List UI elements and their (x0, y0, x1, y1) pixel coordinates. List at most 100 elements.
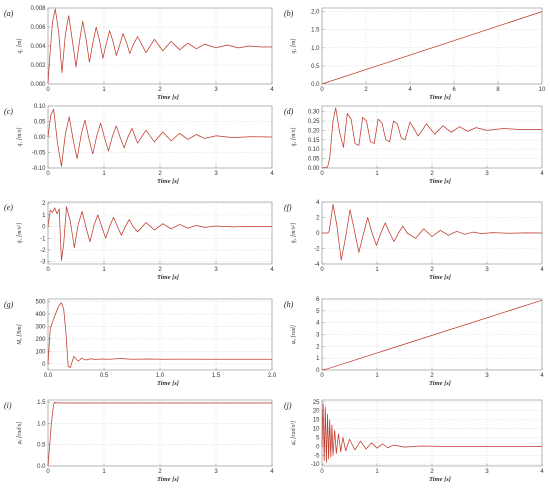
panel-8: 0 1 2 3 4 0 1 2 3 4 5 6 (h) Time [s] φₐ [rad] (284, 297, 544, 387)
x-axis-label: Time [s] (157, 476, 179, 483)
y-tick-label: 25 (313, 400, 320, 406)
x-tick-label: 0 (320, 171, 324, 177)
x-tick-label: 2 (430, 469, 434, 475)
x-tick-label: 1 (102, 469, 106, 475)
panel-label: (h) (284, 300, 294, 309)
y-tick-label: 15 (313, 418, 320, 424)
y-tick-label: 0.05 (308, 157, 320, 163)
x-tick-label: 3 (214, 267, 218, 273)
x-tick-label: 4 (540, 267, 544, 273)
series-line (47, 302, 272, 368)
y-tick-label: 200 (35, 337, 46, 343)
x-tick-label: 0.5 (100, 373, 109, 379)
panel-3: 0 1 2 3 4 -0.10 -0.05 0.00 0.05 0.10 (c) Time [s] q̇… (4, 104, 274, 185)
plot-frame (321, 7, 543, 85)
x-tick-label: 0 (320, 267, 324, 273)
y-tick-label: 2 (42, 201, 46, 207)
x-tick-label: 0 (320, 469, 324, 475)
y-tick-label: 0.0 (311, 82, 320, 88)
x-tick-label: 3 (214, 171, 218, 177)
y-axis-label: q̇₂ [m/s] (291, 128, 297, 147)
y-tick-label: -2 (40, 248, 46, 254)
x-tick-label: 1.0 (156, 373, 165, 379)
series-line (47, 8, 272, 84)
series-line (321, 107, 542, 169)
x-tick-label: 10 (539, 87, 546, 93)
x-tick-label: 2 (158, 171, 162, 177)
x-tick-label: 1 (102, 87, 106, 93)
x-tick-label: 6 (452, 87, 456, 93)
y-tick-label: 0.5 (311, 64, 320, 70)
x-tick-label: 3 (214, 469, 218, 475)
x-tick-label: 4 (540, 171, 544, 177)
series-line (321, 11, 543, 85)
x-tick-label: 0 (320, 87, 324, 93)
y-tick-label: 5 (316, 435, 320, 441)
y-tick-label: 6 (316, 297, 320, 303)
y-tick-label: 0.25 (308, 119, 320, 125)
panel-5: 0 1 2 3 4 -3 -2 -1 0 1 2 (e) Time [s] q̈₁ [m/s²] (4, 201, 274, 281)
series-line (321, 299, 543, 371)
panel-2: 0 2 4 6 8 10 0.0 0.5 1.0 1.5 2.0 (b) Time [s] q₂ [m] (284, 7, 546, 101)
panel-label: (i) (4, 401, 12, 410)
x-tick-label: 1 (375, 469, 379, 475)
x-tick-label: 0 (320, 373, 324, 379)
x-tick-label: 4 (270, 87, 274, 93)
panel-6: 0 1 2 3 4 -4 -2 0 2 4 (f) Time [s] q̈₂ [m/s²] (284, 200, 544, 281)
y-tick-label: 10 (313, 427, 320, 433)
series-line (47, 108, 273, 167)
x-tick-label: 1.5 (212, 373, 221, 379)
y-tick-label: 0 (316, 231, 320, 237)
x-tick-label: 2 (158, 469, 162, 475)
x-tick-label: 2.0 (268, 373, 277, 379)
y-tick-label: 0.15 (308, 138, 320, 144)
y-axis-label: q̈₂ [m/s²] (291, 223, 297, 244)
x-axis-label: Time [s] (429, 178, 451, 185)
panel-label: (j) (284, 401, 292, 410)
x-axis-label: Time [s] (157, 178, 179, 185)
y-tick-label: -0.05 (32, 151, 46, 157)
y-tick-label: 0 (316, 368, 320, 374)
y-tick-label: -5 (314, 453, 320, 459)
series-line (47, 401, 272, 467)
y-tick-label: 3 (316, 333, 320, 339)
x-tick-label: 0 (46, 171, 50, 177)
y-axis-label: q̈₁ [m/s²] (17, 223, 23, 244)
series-line (322, 203, 543, 261)
y-tick-label: 2 (316, 344, 320, 350)
y-tick-label: 0.10 (308, 147, 320, 153)
y-tick-label: 0.30 (308, 110, 320, 116)
y-tick-label: 0.20 (308, 128, 320, 134)
y-tick-label: 1.5 (311, 28, 320, 34)
panel-7: 0.0 0.5 1.0 1.5 2.0 0 100 200 300 400 500 (g) Time [… (4, 298, 277, 387)
y-tick-label: 300 (35, 324, 46, 330)
y-tick-label: 0.004 (30, 44, 46, 50)
y-tick-label: -1 (40, 236, 46, 242)
series-line (47, 206, 273, 261)
y-tick-label: 1.5 (37, 400, 46, 406)
x-tick-label: 3 (485, 469, 489, 475)
panel-label: (f) (284, 203, 292, 212)
y-tick-label: 400 (35, 312, 46, 318)
y-tick-label: -10 (311, 462, 320, 468)
x-tick-label: 4 (270, 469, 274, 475)
y-axis-label: q₂ [m] (291, 38, 297, 53)
y-tick-label: 0 (42, 225, 46, 231)
y-axis-label: φ̈ₐ [rad/s²] (291, 421, 297, 446)
x-tick-label: 4 (408, 87, 412, 93)
y-tick-label: 20 (313, 409, 320, 415)
y-tick-label: 0.00 (34, 135, 46, 141)
panel-label: (a) (4, 9, 14, 18)
panel-label: (d) (284, 107, 294, 116)
x-tick-label: 2 (430, 171, 434, 177)
x-tick-label: 3 (485, 171, 489, 177)
y-tick-label: 0 (316, 444, 320, 450)
y-tick-label: -2 (314, 247, 320, 253)
panel-9: 0 1 2 3 4 0.0 0.5 1.0 1.5 (i) Time [s] φ̇ₐ [rad/s] (4, 399, 274, 483)
y-tick-label: 0.008 (30, 6, 46, 12)
x-tick-label: 2 (158, 87, 162, 93)
panel-label: (e) (4, 203, 13, 212)
y-tick-label: 0 (42, 362, 46, 368)
x-tick-label: 3 (485, 373, 489, 379)
